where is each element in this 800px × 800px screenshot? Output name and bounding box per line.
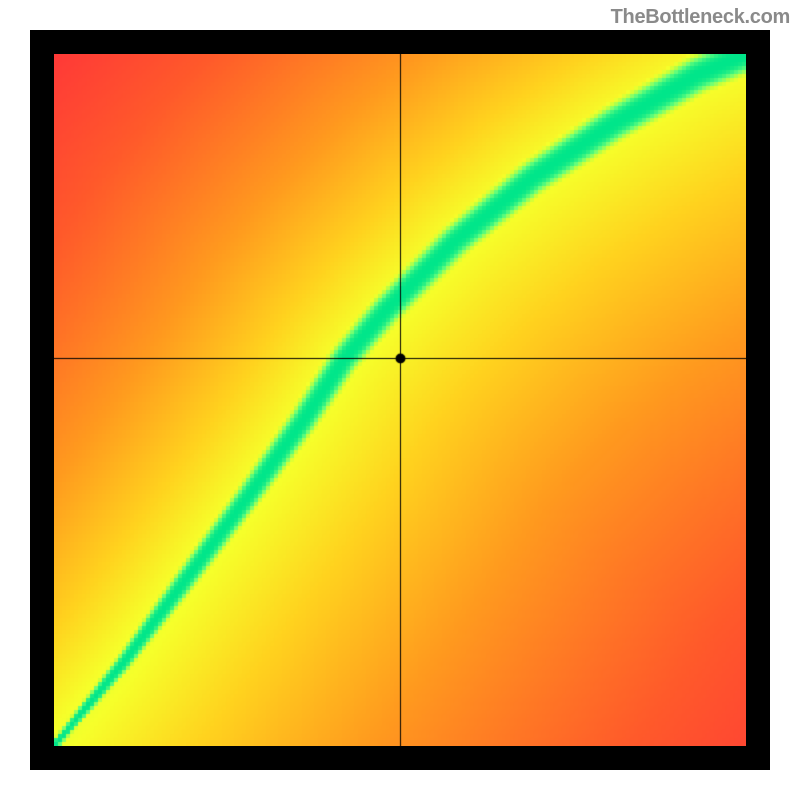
heatmap-canvas xyxy=(54,54,746,746)
heatmap-frame xyxy=(30,30,770,770)
watermark-text: TheBottleneck.com xyxy=(611,6,790,29)
